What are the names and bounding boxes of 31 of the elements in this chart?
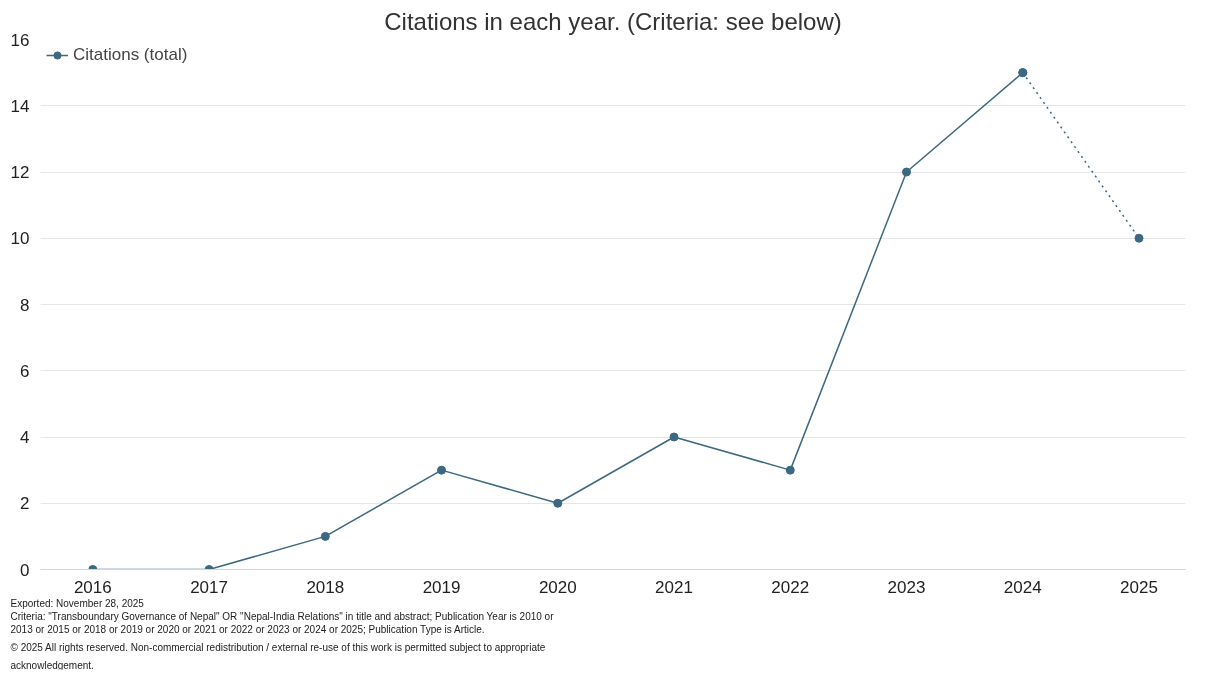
y-tick-label: 12 xyxy=(10,163,30,182)
x-tick-label: 2022 xyxy=(771,577,810,597)
y-tick-label: 16 xyxy=(10,30,30,50)
point xyxy=(320,531,330,541)
y-tick-label: 0 xyxy=(20,560,30,580)
x-tick-label: 2016 xyxy=(73,577,112,597)
x-tick-label: 2025 xyxy=(1120,577,1158,597)
x-tick-label: 2024 xyxy=(1003,577,1042,597)
point xyxy=(1134,233,1144,243)
point xyxy=(437,465,447,475)
x-tick-label: 2021 xyxy=(655,577,693,597)
legend-label: Citations (total) xyxy=(73,45,188,65)
y-tick-label: 8 xyxy=(20,295,30,315)
text: Exported: November 28, 2025 xyxy=(10,597,145,609)
y-tick-label: 2 xyxy=(20,494,30,514)
y-tick-label: 4 xyxy=(20,428,30,447)
x-tick-label: 2020 xyxy=(538,577,577,597)
y-tick-label: 14 xyxy=(10,96,30,116)
y-tick-label: 10 xyxy=(10,229,30,249)
point xyxy=(669,432,679,442)
x-tick-label: 2019 xyxy=(422,577,461,597)
text: Criteria: "Transboundary Governance of Nepal" OR "Nepal-India Relations" in title and abstract; Publication Year is 2010 or 2013 or 2015 or 2018 or 2019 or 2020 or 2021 or 2022 or 2023 or 2024 or 2025; Publication Type is Article. xyxy=(10,610,555,635)
point xyxy=(553,498,563,508)
point xyxy=(902,167,912,177)
x-tick-label: 2018 xyxy=(306,577,345,597)
x-tick-label: 2017 xyxy=(190,577,228,597)
chart-title: Citations in each year. (Criteria: see below) xyxy=(384,7,842,35)
text: © 2025 All rights reserved. Non-commercial redistribution / external re-use of this work is permitted subject to appropriate acknowledgement. xyxy=(10,641,546,671)
x-tick-label: 2023 xyxy=(887,577,926,597)
point xyxy=(785,465,795,475)
y-tick-label: 6 xyxy=(20,361,30,381)
